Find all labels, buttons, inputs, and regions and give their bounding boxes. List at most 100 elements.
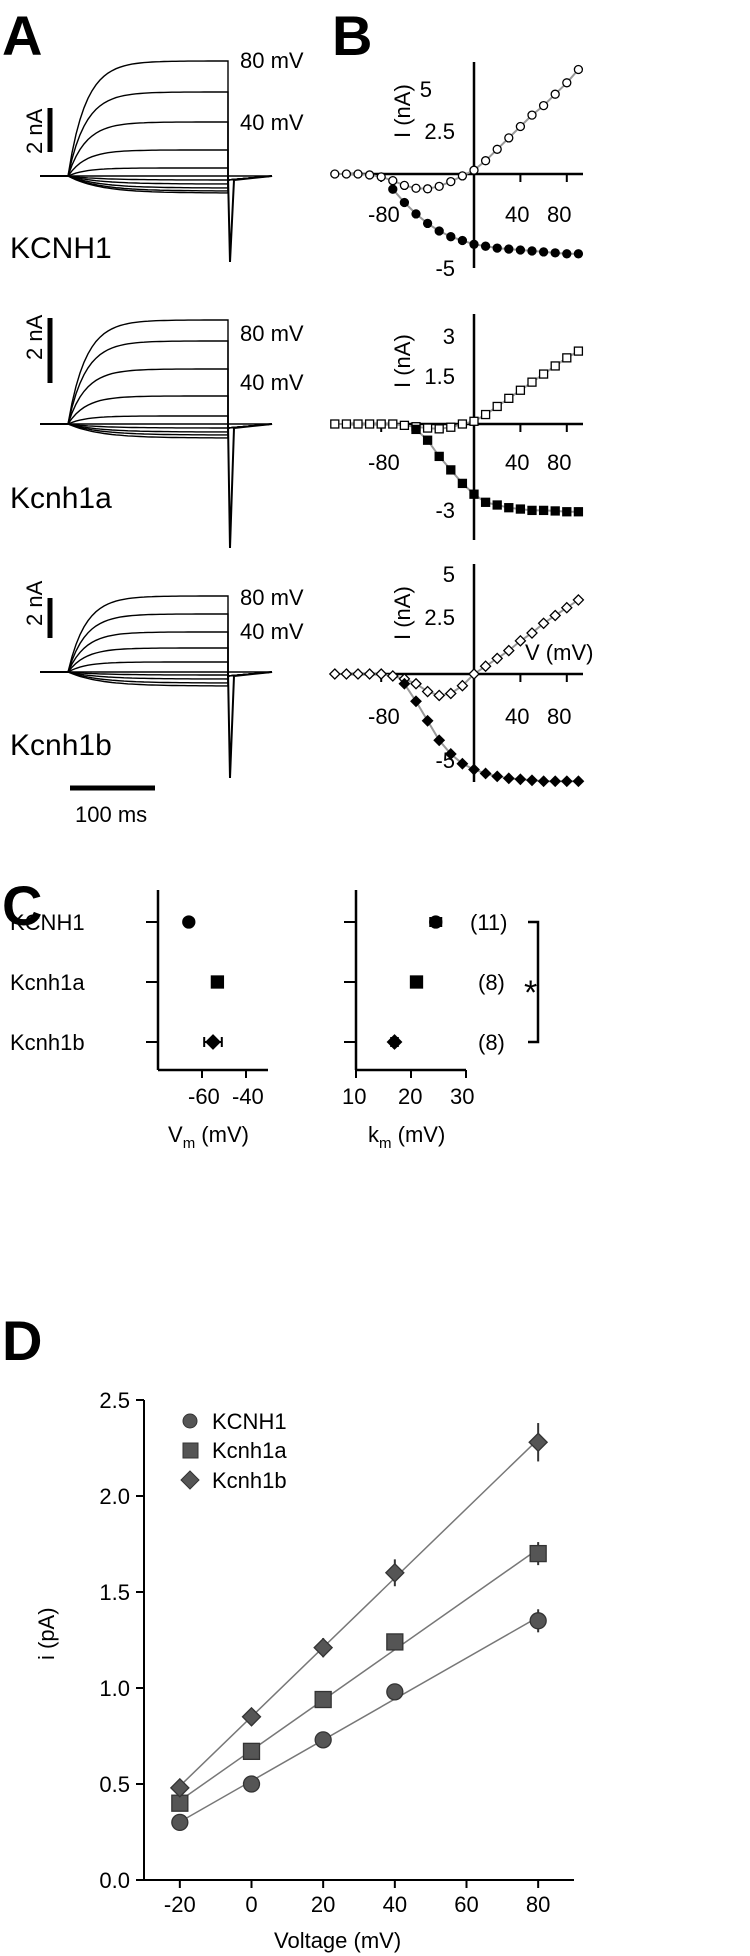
x-tick-label: 20 [398, 1084, 422, 1109]
data-point [411, 183, 421, 193]
panel-label-a: A [2, 4, 42, 67]
data-point [515, 245, 526, 255]
legend-marker-kcnh1a [182, 1442, 199, 1459]
x-tick-label: -20 [164, 1892, 196, 1917]
data-point [434, 181, 444, 192]
data-point [549, 775, 562, 788]
data-point [537, 775, 550, 788]
current-trace [40, 671, 273, 684]
n-label: (11) [470, 910, 508, 935]
y-tick-label: 2.5 [424, 119, 455, 144]
data-point [515, 385, 526, 395]
voltage-label-40-kcnh1a: 40 mV [240, 370, 304, 395]
y-axis-label: I (nA) [390, 334, 415, 388]
y-tick-label: 1.5 [99, 1580, 130, 1605]
data-point [410, 695, 422, 708]
current-trace [40, 423, 273, 436]
data-point [384, 1562, 405, 1583]
data-point [376, 172, 386, 182]
data-point [340, 668, 353, 680]
current-trace [40, 671, 273, 687]
data-point [538, 369, 549, 379]
data-point [457, 235, 468, 246]
data-point [399, 420, 410, 431]
voltage-label-40-kcnh1: 40 mV [240, 110, 304, 135]
data-point [492, 144, 502, 154]
voltage-label-40-kcnh1b: 40 mV [240, 619, 304, 644]
x-tick-label: 40 [505, 450, 529, 475]
data-point [479, 660, 492, 673]
data-point [492, 401, 502, 412]
tail-current-trace [227, 423, 273, 549]
y-axis-label: i (pA) [34, 1607, 59, 1660]
data-point [422, 435, 433, 445]
scale-label-kcnh1b: 2 nA [22, 580, 47, 626]
data-point [386, 1034, 403, 1050]
panel-b-iv-curves: I (nA) 5 2.5 -5 -80 40 80 I (nA) 3 1.5 -… [328, 62, 593, 788]
iv-plot-kcnh1b: I (nA) 5 2.5 -5 -80 40 80 V (mV) [328, 562, 593, 788]
data-point [171, 1813, 189, 1832]
data-point [429, 915, 443, 929]
trace-name-kcnh1b: Kcnh1b [10, 729, 112, 762]
data-point [341, 419, 352, 429]
x-axis-label: Voltage (mV) [274, 1928, 401, 1953]
data-point [527, 505, 537, 516]
x-tick-label: -80 [368, 704, 400, 729]
scale-label-kcnh1a: 2 nA [22, 314, 47, 360]
y-tick-label: -5 [435, 256, 455, 281]
data-point [572, 775, 585, 788]
legend-label: Kcnh1b [212, 1468, 287, 1493]
data-point [550, 361, 560, 371]
current-trace [40, 175, 273, 189]
data-point [363, 668, 376, 680]
data-point [386, 670, 399, 682]
data-point [480, 156, 491, 166]
panel-label-d: D [2, 1309, 42, 1372]
iv-plot-kcnh1: I (nA) 5 2.5 -5 -80 40 80 [330, 62, 584, 281]
data-point [313, 1637, 334, 1658]
voltage-label-80-kcnh1a: 80 mV [240, 321, 304, 346]
current-trace [40, 175, 273, 181]
current-trace [40, 121, 273, 181]
data-point [491, 770, 504, 783]
data-point [492, 243, 502, 253]
panel-a-traces: 2 nA 2 nA 2 nA 80 mV 40 mV 80 mV 40 mV 8… [10, 48, 304, 827]
legend-label: Kcnh1a [212, 1438, 287, 1463]
voltage-label-80-kcnh1: 80 mV [240, 48, 304, 73]
data-point [562, 249, 572, 259]
x-tick-label: 80 [526, 1892, 550, 1917]
current-trace [40, 175, 273, 185]
category-label: Kcnh1b [10, 1030, 85, 1055]
data-point [446, 232, 456, 242]
category-label: Kcnh1a [10, 970, 85, 995]
x-tick-label: 80 [547, 202, 571, 227]
y-tick-label: 1.5 [424, 364, 455, 389]
y-axis-label: I (nA) [390, 586, 415, 640]
data-point [492, 500, 502, 510]
x-axis-label: V (mV) [525, 640, 593, 665]
data-point [573, 507, 584, 517]
x-tick-label: -80 [368, 202, 400, 227]
y-tick-label: 0.5 [99, 1772, 130, 1797]
x-tick-label: 40 [383, 1892, 407, 1917]
x-axis-label: km (mV) [368, 1122, 445, 1152]
data-point [514, 634, 527, 647]
current-trace [40, 595, 273, 677]
current-trace [40, 631, 273, 677]
data-point [502, 644, 515, 657]
data-point [398, 677, 411, 690]
data-point [527, 246, 537, 256]
data-point [562, 507, 572, 517]
data-point [538, 100, 549, 111]
x-tick-label: 30 [450, 1084, 474, 1109]
data-point [457, 419, 468, 429]
y-tick-label: 5 [443, 562, 455, 587]
current-trace [40, 415, 273, 429]
voltage-label-80-kcnh1b: 80 mV [240, 585, 304, 610]
x-tick-label: 40 [505, 704, 529, 729]
x-tick-label: -60 [188, 1084, 220, 1109]
data-point [364, 170, 375, 180]
y-tick-label: 2.0 [99, 1484, 130, 1509]
data-point [457, 171, 468, 181]
